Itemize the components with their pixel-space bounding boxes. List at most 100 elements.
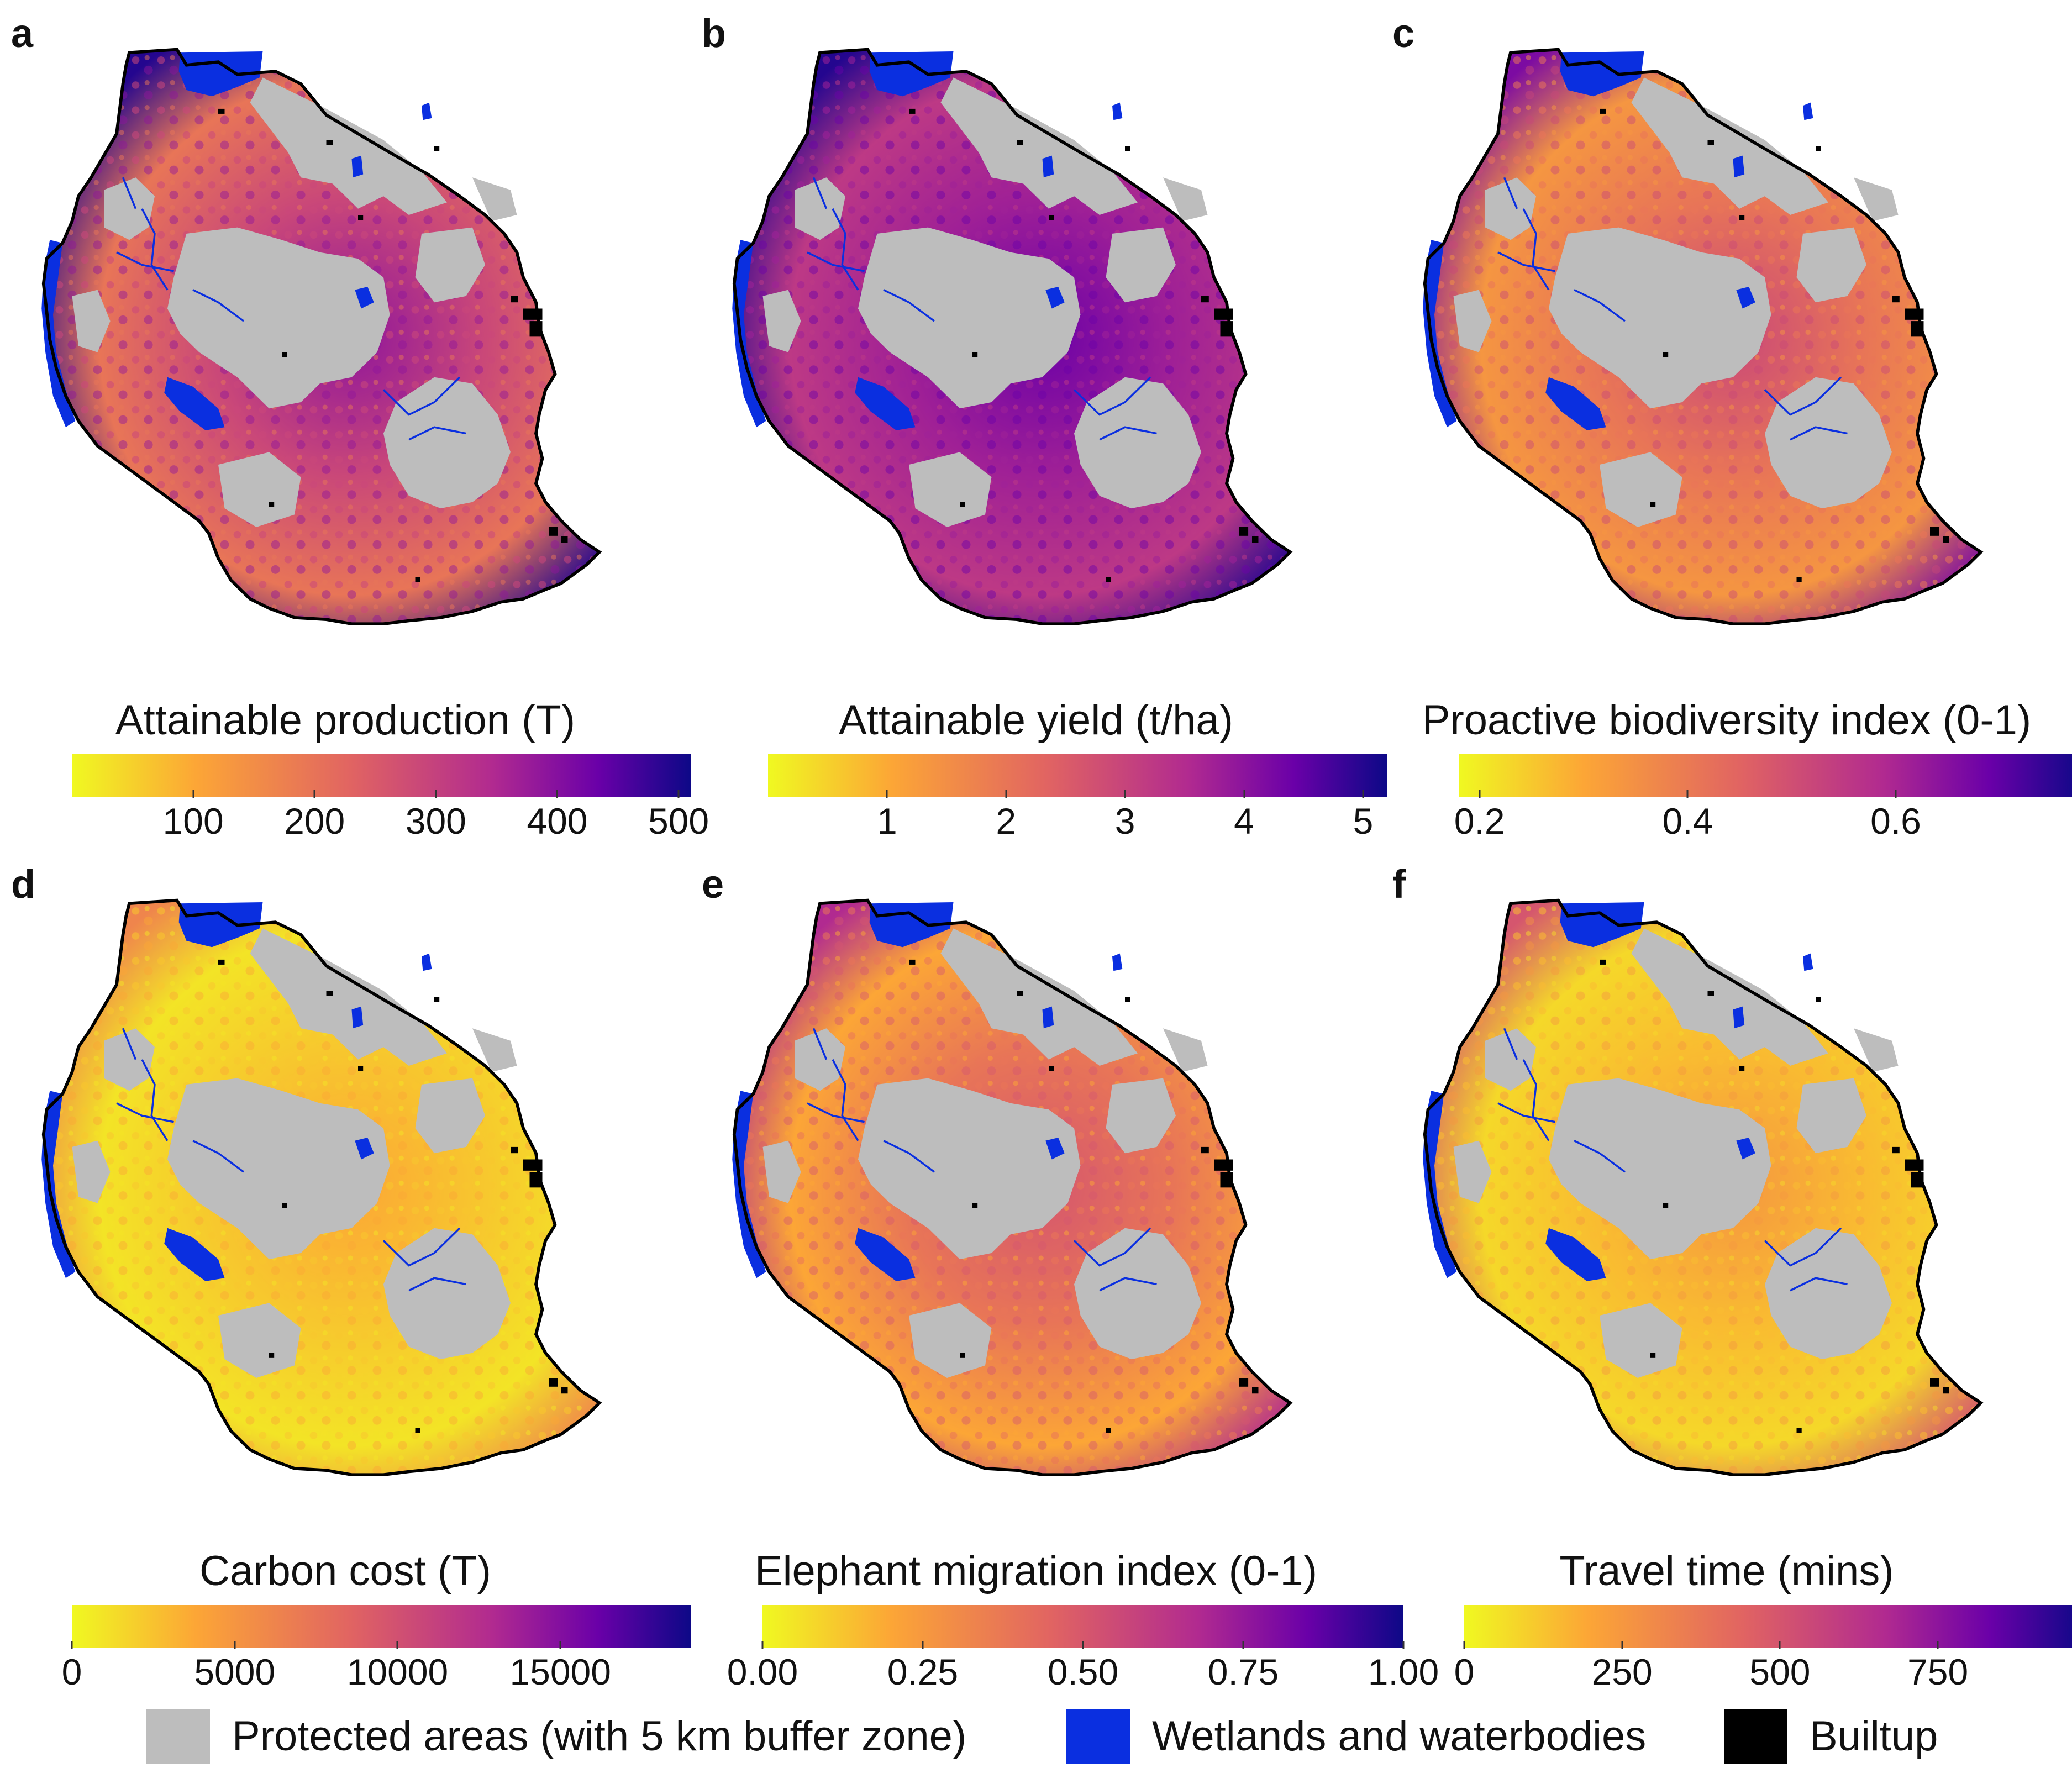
protected-area xyxy=(1854,1028,1899,1072)
river xyxy=(1503,1028,1518,1060)
protected-area xyxy=(167,1078,390,1260)
waterbody xyxy=(422,102,432,120)
builtup-area xyxy=(1201,296,1209,303)
builtup-area xyxy=(1049,215,1054,220)
river xyxy=(1574,289,1626,322)
colorbar-tickmark xyxy=(886,790,888,798)
protected-area xyxy=(762,1140,801,1203)
colorbar-tick-label: 200 xyxy=(284,801,345,841)
colorbar-tickmark xyxy=(1005,790,1007,798)
colorbar-tickmark xyxy=(922,1641,924,1649)
builtup-area xyxy=(1201,1146,1209,1154)
waterbody xyxy=(351,1006,364,1029)
colorbar-tick-label: 100 xyxy=(162,801,224,841)
river xyxy=(1574,1140,1626,1173)
builtup-area xyxy=(434,997,440,1002)
river xyxy=(192,289,245,322)
river xyxy=(1790,1277,1848,1292)
builtup-area xyxy=(1930,1378,1939,1387)
builtup-area xyxy=(326,991,333,996)
protected-area xyxy=(1163,1028,1208,1072)
colorbar-tick-label: 5 xyxy=(1353,801,1374,841)
protected-area xyxy=(415,1078,485,1154)
waterbody xyxy=(732,1091,766,1278)
builtup-area xyxy=(1600,959,1606,965)
protected-area xyxy=(858,227,1081,409)
builtup-area xyxy=(511,296,518,303)
builtup-area xyxy=(1125,146,1130,151)
waterbody xyxy=(732,240,766,428)
builtup-area xyxy=(1892,1146,1900,1154)
protected-area xyxy=(1485,177,1536,240)
builtup-area xyxy=(358,1066,364,1071)
protected-area xyxy=(250,928,447,1066)
protected-area xyxy=(1453,290,1492,352)
protected-area xyxy=(940,928,1138,1066)
colorbar-tick-label: 0.25 xyxy=(887,1651,959,1692)
builtup-area xyxy=(1943,536,1949,543)
protected-area xyxy=(472,1028,517,1072)
colorbar-tickmark xyxy=(1402,1641,1405,1649)
map-panel-b: b Attainable yield (t/ha) 1 2 3 4 5 xyxy=(691,0,1387,851)
tanzania-map xyxy=(1423,898,1984,1476)
builtup-area xyxy=(1017,991,1023,996)
colorbar xyxy=(72,754,691,797)
protected-area xyxy=(795,1028,845,1091)
protected-area xyxy=(1453,1140,1492,1203)
protected-area xyxy=(940,77,1138,215)
river xyxy=(807,1102,865,1123)
waterbody xyxy=(1733,155,1745,178)
builtup-area xyxy=(358,215,364,220)
river xyxy=(192,1140,245,1173)
colorbar-tickmark xyxy=(761,1641,764,1649)
builtup-area xyxy=(1796,1428,1802,1433)
builtup-area xyxy=(269,502,275,507)
builtup-area xyxy=(909,959,916,965)
waterbody xyxy=(355,1137,374,1160)
tanzania-map xyxy=(1423,48,1984,625)
builtup-area xyxy=(1943,1387,1949,1394)
river xyxy=(1099,426,1157,441)
builtup-area xyxy=(1106,577,1111,582)
river xyxy=(1099,1277,1157,1292)
builtup-area xyxy=(1707,991,1714,996)
protected-area xyxy=(415,227,485,303)
colorbar-tick-label: 0 xyxy=(61,1651,82,1692)
builtup-area xyxy=(282,1203,287,1208)
protected-area xyxy=(762,290,801,352)
colorbar-title: Attainable yield (t/ha) xyxy=(839,697,1233,744)
river xyxy=(141,208,169,291)
colorbar-tickmark xyxy=(559,1641,561,1649)
builtup-area xyxy=(1816,146,1821,151)
legend-label-water: Wetlands and waterbodies xyxy=(1152,1713,1647,1760)
waterbody xyxy=(164,1228,225,1281)
builtup-area xyxy=(1650,502,1656,507)
colorbar-tick-label: 400 xyxy=(527,801,588,841)
protected-area xyxy=(1600,1303,1682,1378)
protected-area xyxy=(1765,1228,1892,1360)
country-border xyxy=(1423,48,1984,625)
map-panel-d: d Carbon cost (T) 0 5000 10000 15000 xyxy=(0,851,691,1702)
colorbar-tickmark xyxy=(1362,790,1364,798)
colorbar-tick-label: 0.75 xyxy=(1207,1651,1279,1692)
colorbar-tickmark xyxy=(1621,1641,1623,1649)
waterbody xyxy=(1112,102,1123,120)
builtup-area xyxy=(1739,1066,1745,1071)
protected-area xyxy=(1600,452,1682,527)
builtup-area xyxy=(218,108,225,114)
colorbar-tick-label: 15000 xyxy=(509,1651,611,1692)
country-border xyxy=(1423,898,1984,1476)
colorbar-tickmark xyxy=(1937,1641,1939,1649)
river xyxy=(382,376,461,416)
builtup-area xyxy=(415,1428,420,1433)
map-panel-f: f Travel time (mins) 0 250 500 750 xyxy=(1381,851,2072,1702)
waterbody xyxy=(1736,286,1755,309)
colorbar-tickmark xyxy=(435,790,437,798)
builtup-area xyxy=(1892,296,1900,303)
waterbody xyxy=(1423,1091,1457,1278)
river xyxy=(1522,208,1550,291)
country-border xyxy=(41,48,602,625)
builtup-area xyxy=(1650,1353,1656,1358)
protected-area xyxy=(1549,227,1771,409)
protected-area xyxy=(1631,77,1828,215)
